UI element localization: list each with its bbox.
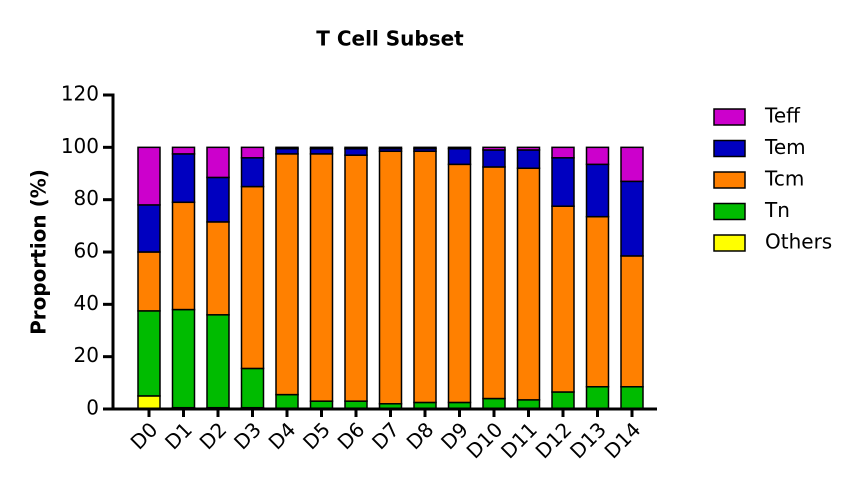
bar-segment bbox=[516, 399, 541, 410]
y-tick-label: 120 bbox=[61, 82, 99, 106]
bar-segment bbox=[137, 146, 161, 206]
bar-segment bbox=[482, 397, 506, 410]
bar-segment bbox=[585, 386, 610, 410]
bar-segment bbox=[585, 163, 610, 218]
legend-swatch bbox=[713, 171, 746, 189]
legend-label: Others bbox=[765, 230, 832, 254]
bar-segment bbox=[137, 251, 161, 312]
bar-segment bbox=[516, 149, 541, 170]
bar-segment bbox=[344, 154, 368, 402]
y-tick-label: 40 bbox=[74, 291, 99, 315]
x-tick-label: D8 bbox=[402, 417, 439, 454]
bar-segment bbox=[413, 146, 437, 150]
bar-segment bbox=[171, 201, 196, 311]
bar-segment bbox=[206, 221, 230, 316]
bar-segment bbox=[206, 314, 230, 409]
bar-segment bbox=[378, 150, 403, 405]
bar-segment bbox=[378, 146, 403, 150]
legend-swatch bbox=[713, 202, 746, 221]
x-tick-label: D3 bbox=[229, 417, 266, 454]
bar-segment bbox=[309, 146, 334, 150]
bar-segment bbox=[240, 185, 265, 370]
x-tick-label: D10 bbox=[462, 417, 508, 463]
bar-segment bbox=[171, 308, 196, 409]
y-axis-label: Proportion (%) bbox=[27, 169, 51, 335]
bar-segment bbox=[516, 167, 541, 401]
bar-segment bbox=[240, 157, 265, 188]
bar-segment bbox=[620, 255, 644, 388]
legend-swatch bbox=[713, 234, 746, 252]
bar-segment bbox=[482, 146, 506, 151]
x-tick-label: D6 bbox=[333, 417, 370, 454]
bar-segment bbox=[171, 146, 196, 155]
x-tick-label: D11 bbox=[496, 417, 542, 463]
bar-segment bbox=[275, 153, 299, 396]
bar-segment bbox=[620, 146, 644, 183]
legend-label: Tn bbox=[764, 198, 790, 222]
x-tick-label: D7 bbox=[367, 417, 404, 454]
bar-segment bbox=[551, 391, 575, 410]
x-tick-label: D2 bbox=[195, 417, 232, 454]
bar-segment bbox=[275, 393, 299, 409]
x-tick-label: D1 bbox=[160, 417, 197, 454]
bar-segment bbox=[137, 395, 161, 410]
bar-segment bbox=[551, 205, 575, 393]
legend-swatch bbox=[713, 108, 746, 126]
bar-segment bbox=[275, 147, 299, 155]
bar-segment bbox=[413, 150, 437, 404]
x-tick-label: D12 bbox=[531, 417, 577, 463]
bar-segment bbox=[516, 146, 541, 151]
x-tick-label: D4 bbox=[264, 417, 301, 454]
bar-segment bbox=[551, 146, 575, 159]
bar-segment bbox=[344, 147, 368, 156]
y-tick-label: 20 bbox=[74, 343, 99, 367]
bar-segment bbox=[309, 147, 334, 155]
bar-segment bbox=[447, 163, 472, 404]
bar-segment bbox=[206, 176, 230, 223]
bar-segment bbox=[206, 146, 230, 179]
bar-segment bbox=[620, 180, 644, 257]
bar-segment bbox=[309, 153, 334, 402]
bar-segment bbox=[482, 166, 506, 400]
bar-segment bbox=[240, 367, 265, 409]
y-tick-label: 80 bbox=[74, 186, 99, 210]
x-tick-label: D5 bbox=[298, 417, 335, 454]
bar-segment bbox=[171, 153, 196, 204]
bar-segment bbox=[137, 310, 161, 397]
bar-segment bbox=[482, 149, 506, 168]
x-tick-label: D13 bbox=[565, 417, 611, 463]
bar-segment bbox=[275, 146, 299, 150]
chart-title: T Cell Subset bbox=[316, 27, 464, 51]
bar-segment bbox=[447, 147, 472, 166]
y-tick-label: 0 bbox=[86, 396, 99, 420]
legend-swatch bbox=[713, 139, 746, 158]
bar-segment bbox=[551, 157, 575, 207]
y-tick-label: 60 bbox=[74, 239, 99, 263]
bar-segment bbox=[447, 146, 472, 150]
bar-segment bbox=[344, 400, 368, 409]
legend-label: Tcm bbox=[764, 167, 804, 191]
bar-segment bbox=[137, 204, 161, 253]
x-tick-label: D14 bbox=[600, 417, 646, 463]
legend-label: Teff bbox=[764, 104, 801, 128]
bar-segment bbox=[344, 146, 368, 150]
y-tick-label: 100 bbox=[61, 134, 99, 158]
bar-segment bbox=[585, 146, 610, 166]
bar-segment bbox=[240, 146, 265, 159]
legend-label: Tem bbox=[764, 135, 806, 159]
bar-segment bbox=[620, 386, 644, 410]
bar-segment bbox=[585, 215, 610, 388]
x-tick-label: D0 bbox=[126, 417, 163, 454]
bar-segment bbox=[309, 400, 334, 409]
